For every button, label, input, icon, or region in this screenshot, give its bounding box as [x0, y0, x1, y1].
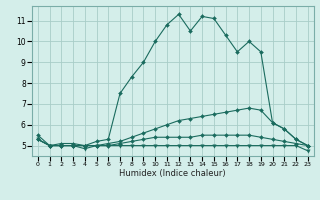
X-axis label: Humidex (Indice chaleur): Humidex (Indice chaleur): [119, 169, 226, 178]
